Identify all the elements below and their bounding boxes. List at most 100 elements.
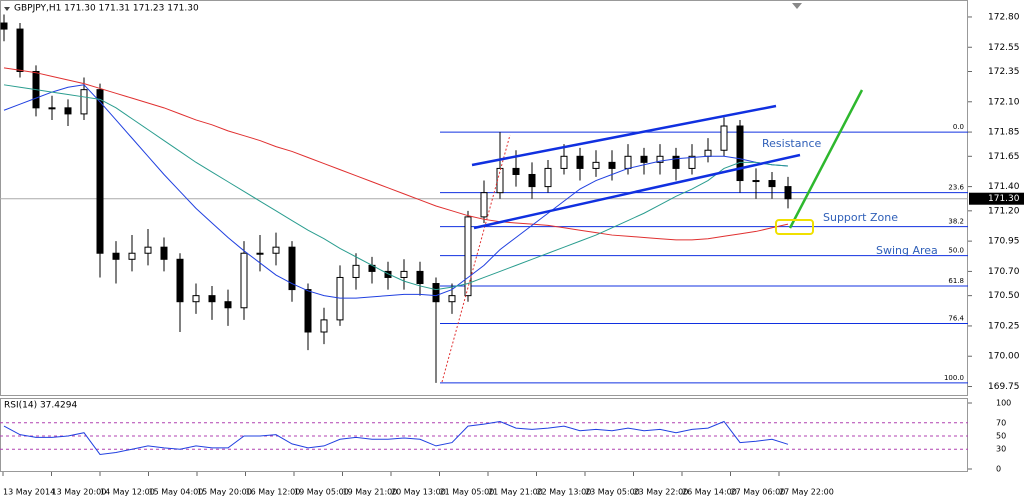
candle-body <box>192 295 200 303</box>
candle-body <box>448 295 456 303</box>
candle-body <box>432 283 440 303</box>
candle-body <box>736 125 744 182</box>
x-tick-label: 15 May 20:00 <box>197 488 252 497</box>
fib-trend-line <box>441 134 511 383</box>
x-tick-label: 19 May 05:00 <box>294 488 349 497</box>
candle-body <box>96 89 104 254</box>
y-tick-label: 172.80 <box>988 12 1020 22</box>
projection-arrow <box>788 89 864 229</box>
chart-header: GBPJPY,H1 171.30 171.31 171.23 171.30 <box>14 4 199 14</box>
rsi-tick-label: 50 <box>996 432 1006 441</box>
x-tick-label: 21 May 21:00 <box>488 488 543 497</box>
candle-body <box>352 264 360 278</box>
annotation: Support Zone <box>823 211 898 224</box>
y-tick-label: 171.40 <box>988 182 1020 192</box>
x-tick-label: 13 May 2014 <box>3 488 55 497</box>
candle-body <box>304 289 312 333</box>
candle-body <box>576 155 584 169</box>
candle-body <box>80 89 88 115</box>
y-tick-label: 171.65 <box>988 152 1020 162</box>
y-tick-label: 171.85 <box>988 128 1020 138</box>
annotation: Swing Area <box>876 244 938 257</box>
fib-label: 38.2 <box>948 218 964 226</box>
candle-body <box>480 192 488 218</box>
x-tick-label: 13 May 20:00 <box>52 488 107 497</box>
y-tick-label: 170.50 <box>988 291 1020 301</box>
support-box <box>775 219 814 235</box>
candle-body <box>688 155 696 169</box>
channel-bottom <box>473 153 801 230</box>
x-tick-label: 26 May 14:00 <box>682 488 737 497</box>
candle-body <box>784 186 792 200</box>
x-tick-label: 15 May 04:00 <box>149 488 204 497</box>
moving-average <box>3 84 789 299</box>
x-tick-label: 27 May 22:00 <box>779 488 834 497</box>
candle-body <box>64 107 72 115</box>
candle-body <box>768 180 776 188</box>
candle-body <box>560 155 568 169</box>
price-tag: 171.30 <box>988 194 1020 204</box>
x-tick-label: 22 May 13:00 <box>537 488 592 497</box>
y-tick-label: 172.10 <box>988 97 1020 107</box>
moving-average <box>3 84 789 291</box>
x-tick-label: 23 May 22:00 <box>634 488 689 497</box>
x-tick-label: 20 May 13:00 <box>391 488 446 497</box>
candle-body <box>608 161 616 169</box>
y-tick-label: 172.55 <box>988 43 1020 53</box>
candle-body <box>592 161 600 169</box>
fib-label: 23.6 <box>948 184 964 192</box>
y-tick-label: 172.35 <box>988 67 1020 77</box>
candle-body <box>384 270 392 278</box>
candle-body <box>144 246 152 254</box>
candle-body <box>256 252 264 255</box>
candle-body <box>512 167 520 175</box>
y-tick-label: 171.20 <box>988 206 1020 216</box>
candle-body <box>672 155 680 169</box>
candle-body <box>224 301 232 309</box>
price-tag-bg <box>969 192 1024 205</box>
candle-body <box>720 125 728 151</box>
candle-body <box>400 270 408 278</box>
candle-body <box>624 155 632 169</box>
rsi-panel <box>0 398 968 472</box>
y-tick-label: 170.70 <box>988 267 1020 277</box>
rsi-tick-label: 0 <box>996 465 1001 474</box>
moving-average <box>3 67 789 241</box>
candle-body <box>48 107 56 110</box>
shift-marker <box>792 3 802 9</box>
candle-body <box>464 216 472 297</box>
menu-arrow <box>4 7 10 11</box>
y-tick-label: 170.25 <box>988 321 1020 331</box>
rsi-line <box>3 420 789 456</box>
y-tick-label: 170.95 <box>988 237 1020 247</box>
y-tick-label: 169.75 <box>988 382 1020 392</box>
candle-body <box>128 252 136 260</box>
fib-label: 61.8 <box>948 277 964 285</box>
rsi-tick-label: 100 <box>996 399 1011 408</box>
x-tick-label: 16 May 12:00 <box>246 488 301 497</box>
candle-body <box>288 246 296 291</box>
candle-body <box>528 173 536 188</box>
candle-body <box>704 149 712 157</box>
channel-top <box>471 104 777 167</box>
candle-body <box>320 319 328 333</box>
x-tick-label: 27 May 06:00 <box>731 488 786 497</box>
candle-body <box>272 246 280 254</box>
candle-body <box>640 155 648 163</box>
y-tick-label: 170.00 <box>988 352 1020 362</box>
annotation: Resistance <box>762 137 822 150</box>
x-tick-label: 21 May 05:00 <box>440 488 495 497</box>
rsi-title: RSI(14) 37.4294 <box>4 401 77 411</box>
candle-body <box>416 270 424 285</box>
marks: 0.0 23.6 38.2 50.0 61.8 76.4 100.0 <box>0 14 968 384</box>
candle-body <box>752 180 760 183</box>
x-tick-label: 19 May 21:00 <box>343 488 398 497</box>
fib-label: 76.4 <box>948 315 964 323</box>
candle-body <box>16 28 24 72</box>
candle-body <box>240 252 248 309</box>
candle-body <box>160 246 168 260</box>
x-tick-label: 23 May 05:00 <box>585 488 640 497</box>
candle-body <box>544 167 552 188</box>
candle-body <box>112 252 120 260</box>
